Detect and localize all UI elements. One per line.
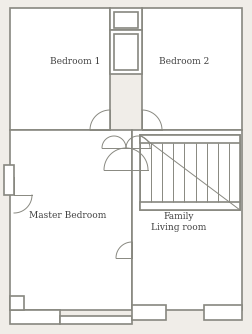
Bar bbox=[4, 165, 14, 195]
Bar bbox=[140, 135, 240, 210]
Bar bbox=[114, 34, 138, 70]
Text: Family
Living room: Family Living room bbox=[151, 212, 207, 232]
Bar bbox=[10, 296, 24, 310]
Bar bbox=[132, 305, 166, 320]
Text: Bedroom 2: Bedroom 2 bbox=[159, 57, 209, 66]
Text: Bedroom 1: Bedroom 1 bbox=[50, 57, 101, 66]
Bar bbox=[132, 130, 242, 310]
Bar bbox=[142, 8, 242, 130]
Bar bbox=[140, 202, 240, 210]
Bar bbox=[204, 305, 242, 320]
Bar bbox=[110, 30, 142, 74]
Bar bbox=[10, 8, 110, 130]
Bar bbox=[110, 8, 142, 30]
Bar bbox=[10, 310, 60, 324]
Bar bbox=[114, 12, 138, 28]
Bar bbox=[60, 316, 132, 324]
Bar bbox=[10, 130, 132, 310]
Bar bbox=[140, 135, 240, 143]
Text: Master Bedroom: Master Bedroom bbox=[29, 211, 107, 220]
